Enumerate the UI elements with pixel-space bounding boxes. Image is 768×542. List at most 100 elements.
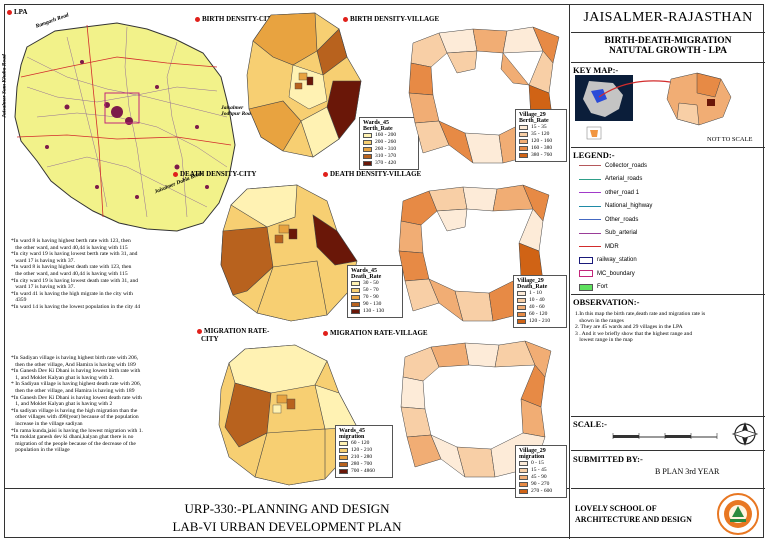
road-label-jodhpur: Jaisalmer Jodhpur Road xyxy=(221,105,254,117)
legend-list: Collector_roads Arterial_roads other_road … xyxy=(573,159,759,294)
legend-class-label: 70 - 90 xyxy=(363,294,379,300)
note-line: 1, and Moklet Kalyan ghat is having with… xyxy=(11,374,114,381)
bullet-icon xyxy=(173,171,178,177)
note-line: *In Sadiyan village is having highest bi… xyxy=(11,355,139,361)
death-village-legend: Village_29 Death_Rate 1 - 10 10 - 40 40 - … xyxy=(513,275,567,328)
footer-line2: LAB-VI URBAN DEVELOPMENT PLAN xyxy=(172,519,402,534)
lpa-map-title: LPA xyxy=(7,8,27,16)
legend-class-row: 35 - 120 xyxy=(519,131,563,138)
legend-class-row: 270 - 600 xyxy=(519,488,563,495)
key-map-label: KEY MAP:- xyxy=(573,65,619,75)
legend-class-row: 50 - 70 xyxy=(351,287,399,294)
legend-class-label: 30 - 50 xyxy=(363,280,379,286)
legend-class-row: 60 - 120 xyxy=(339,440,389,447)
legend-class-label: 0 - 15 xyxy=(531,460,544,466)
legend-item: Sub_arterial xyxy=(573,227,759,241)
legend-swatch xyxy=(363,154,372,159)
legend-item-label: other_road 1 xyxy=(605,189,640,196)
legend-item-label: MC_boundary xyxy=(597,270,635,277)
legend-class-row: 45 - 90 xyxy=(519,474,563,481)
legend-classes: 1 - 10 10 - 40 40 - 60 60 - 120 120 - 210 xyxy=(517,290,563,325)
road-label-sam: Jaisalmer Sam Khaba Road xyxy=(1,54,8,118)
legend-class-row: 70 - 90 xyxy=(351,294,399,301)
scale-bar xyxy=(612,433,718,439)
legend-class-label: 380 - 760 xyxy=(531,152,553,158)
submitted-box: SUBMITTED BY:- B PLAN 3rd YEAR xyxy=(571,451,765,489)
legend-swatch xyxy=(351,295,360,300)
scale-label: SCALE:- xyxy=(573,419,608,429)
birth-city-title: BIRTH DENSITY-CITY xyxy=(195,15,276,23)
legend-item: National_highway xyxy=(573,200,759,214)
legend-swatch xyxy=(339,455,348,460)
legend-swatch xyxy=(517,305,526,310)
legend-item: MDR xyxy=(573,240,759,254)
note-line: migration of the people because of the d… xyxy=(11,440,136,447)
legend-class-label: 260 - 310 xyxy=(375,146,397,152)
note-line: *In sadiyan village is having the high m… xyxy=(11,407,138,414)
legend-class-label: 310 - 370 xyxy=(375,153,397,159)
migration-city-title: MIGRATION RATE- CITY xyxy=(197,327,269,343)
bullet-icon xyxy=(7,9,12,15)
legend-swatch xyxy=(339,462,348,467)
legend-item-label: Other_roads xyxy=(605,216,639,223)
note-line: *In moklat ganesh dev ki dhani,kalyan gh… xyxy=(11,434,134,441)
legend-swatch xyxy=(519,475,528,480)
legend-swatch xyxy=(339,448,348,453)
legend-item-label: National_highway xyxy=(605,203,653,210)
note-line: * In Sadiyan village is having highest d… xyxy=(11,381,142,388)
legend-classes: 0 - 15 15 - 45 45 - 90 90 - 270 270 - 600 xyxy=(519,460,563,495)
legend-class-row: 380 - 760 xyxy=(519,152,563,159)
legend-box: LEGEND:- Collector_roads Arterial_roads ot… xyxy=(571,148,765,295)
legend-class-row: 120 - 210 xyxy=(339,447,389,454)
legend-symbol xyxy=(579,246,601,248)
death-village-title: DEATH DENSITY-VILLAGE xyxy=(323,170,421,178)
legend-swatch xyxy=(339,441,348,446)
page-title: JAISALMER-RAJASTHAN xyxy=(583,10,753,25)
bullet-icon xyxy=(323,171,328,177)
note-line: population in the village xyxy=(11,447,70,454)
legend-swatch xyxy=(517,291,526,296)
note-line: 3 . And it we briefly show that the high… xyxy=(575,330,693,337)
legend-classes: 60 - 120 120 - 210 210 - 280 280 - 700 700 -… xyxy=(339,440,389,475)
legend-class-row: 120 - 160 xyxy=(519,138,563,145)
legend-swatch xyxy=(363,147,372,152)
note-line: ward 17 is having with 37. xyxy=(11,284,75,291)
legend-class-label: 60 - 120 xyxy=(529,311,548,317)
legend-label: LEGEND:- xyxy=(573,150,615,160)
observation-text: 1.In this map the birth rate,death rate … xyxy=(575,311,761,344)
legend-class-row: 0 - 15 xyxy=(519,460,563,467)
note-line: increase in the village sadiyan xyxy=(11,420,83,427)
note-line: other villages with 498(year) because of… xyxy=(11,414,139,421)
legend-swatch xyxy=(351,302,360,307)
legend-class-row: 15 - 45 xyxy=(519,467,563,474)
legend-class-row: 260 - 310 xyxy=(363,146,415,153)
migration-city-map xyxy=(218,344,358,486)
note-line: *In rama kunda,jaisi is having the lowes… xyxy=(11,427,143,434)
birth-city-legend: Wards_45 Berth_Rate 160 - 200 200 - 260 26… xyxy=(359,117,419,170)
migration-village-title: MIGRATION RATE-VILLAGE xyxy=(323,329,428,337)
legend-class-label: 15 - 35 xyxy=(531,124,547,130)
legend-class-label: 200 - 260 xyxy=(375,139,397,145)
submitted-value: B PLAN 3rd YEAR xyxy=(655,467,720,476)
legend-swatch xyxy=(517,312,526,317)
legend-swatch xyxy=(339,469,348,474)
death-city-title: DEATH DENSITY-CITY xyxy=(173,170,256,178)
legend-class-label: 120 - 210 xyxy=(351,447,373,453)
legend-symbol xyxy=(579,178,601,180)
legend-swatch xyxy=(519,125,528,130)
bullet-icon xyxy=(343,16,348,22)
legend-symbol xyxy=(579,192,601,194)
key-map-box: KEY MAP:- NOT TO SCALE xyxy=(571,63,765,148)
legend-swatch xyxy=(519,489,528,494)
legend-class-label: 90 - 270 xyxy=(531,481,550,487)
note-line: *In city ward 19 is having lowest berth … xyxy=(11,251,138,258)
note-line: *In ward 8 is having highest death rate … xyxy=(11,264,132,271)
observation-box: OBSERVATION:- 1.In this map the birth ra… xyxy=(571,295,765,417)
school-box: LOVELY SCHOOL OF ARCHITECTURE AND DESIGN xyxy=(571,489,765,539)
notes-city: *In ward 8 is having highest berth rate … xyxy=(11,238,211,311)
legend-item-label: Sub_arterial xyxy=(605,230,638,237)
observation-label: OBSERVATION:- xyxy=(573,297,640,307)
legend-swatch xyxy=(517,319,526,324)
legend-symbol xyxy=(579,256,593,264)
legend-class-row: 160 - 380 xyxy=(519,145,563,152)
